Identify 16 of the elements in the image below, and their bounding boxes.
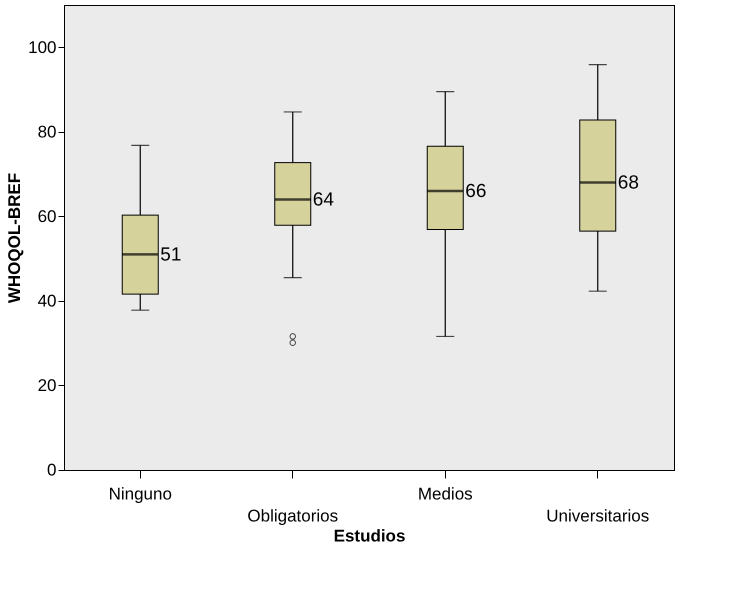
- x-tick-label: Ninguno: [108, 484, 172, 504]
- x-tick-label: Obligatorios: [247, 506, 338, 526]
- x-tick-label: Medios: [418, 484, 473, 504]
- y-tick-label: 20: [38, 376, 56, 395]
- annotation: 51: [160, 244, 182, 266]
- annotation: 66: [465, 181, 486, 202]
- y-tick-label: 0: [47, 460, 56, 480]
- y-tick-label: 60: [38, 206, 56, 226]
- x-axis-title: Estudios: [334, 526, 406, 546]
- y-tick-label: 100: [28, 38, 56, 57]
- annotation: 68: [618, 172, 639, 194]
- x-tick-label: Universitarios: [546, 506, 650, 526]
- y-tick-label: 40: [38, 291, 56, 310]
- annotation: 64: [312, 189, 334, 210]
- y-axis-title: WHOQOL-BREF: [5, 172, 24, 304]
- y-tick-label: 80: [38, 122, 56, 142]
